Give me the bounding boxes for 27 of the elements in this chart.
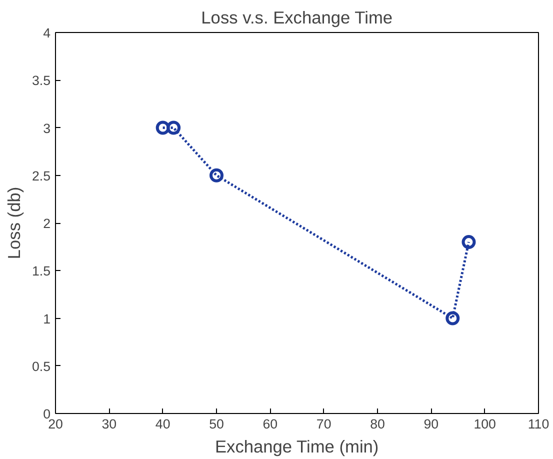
y-tick-label: 1.5 [32,264,51,279]
x-tick-label: 110 [528,416,550,432]
y-tick-label: 4 [43,26,52,40]
x-tick-label: 70 [316,416,332,432]
point [462,235,476,250]
y-tick-label: 1 [43,311,51,326]
y-tick-label: 0 [43,406,51,422]
y-tick-label: 2.5 [32,168,51,184]
y-tick-label: 3.5 [32,73,51,88]
x-tick-label: 50 [209,416,224,432]
y-tick-label: 2 [43,216,51,231]
point [166,120,181,135]
x-tick-label: 60 [262,416,278,432]
x-axis-title: Exchange Time (min) [214,436,379,456]
point [446,311,460,326]
point [156,120,170,135]
y-axis-title: Loss (db) [4,186,24,260]
chart-title: Loss v.s. Exchange Time [201,8,393,28]
y-tick-label: 0.5 [32,358,51,374]
x-tick-label: 40 [155,416,170,432]
y-tick-label: 3 [43,120,51,136]
x-tick-label: 80 [370,416,385,432]
x-tick-label: 90 [424,416,439,432]
point [210,168,224,182]
x-tick-label: 30 [102,416,117,432]
x-tick-label: 20 [48,416,63,432]
x-tick-label: 100 [474,416,496,432]
